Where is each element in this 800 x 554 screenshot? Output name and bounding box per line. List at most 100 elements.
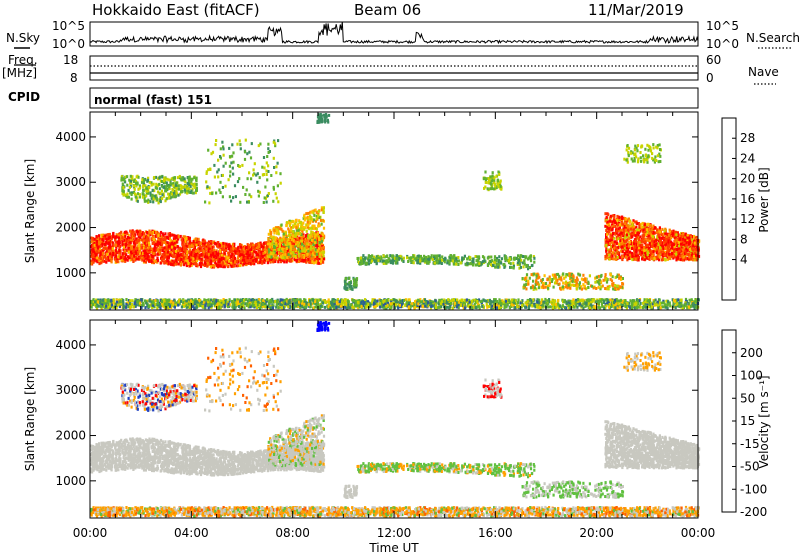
power-cell <box>297 232 300 236</box>
power-cell <box>208 255 211 259</box>
power-cell <box>92 298 95 302</box>
power-cell <box>228 298 231 302</box>
power-cell <box>627 304 630 308</box>
power-cell <box>305 223 308 227</box>
power-cell <box>249 305 252 309</box>
power-cell <box>144 306 147 310</box>
power-cell <box>198 262 202 266</box>
power-cell <box>248 244 251 248</box>
power-cell <box>490 304 493 308</box>
power-cell <box>269 252 272 256</box>
power-cell <box>173 234 176 238</box>
power-cell <box>310 256 313 260</box>
power-cell <box>175 301 178 305</box>
power-cell <box>570 304 573 308</box>
power-cell <box>114 257 117 261</box>
beam-label: Beam 06 <box>354 1 421 19</box>
power-cell <box>294 301 297 305</box>
noise-right-tick-top: 10^5 <box>706 19 739 33</box>
power-cell <box>480 301 483 305</box>
power-cell <box>322 211 325 214</box>
power-cell <box>407 300 410 304</box>
power-cell <box>237 264 240 268</box>
power-cell <box>292 225 295 229</box>
power-cell <box>468 298 471 302</box>
power-cell <box>544 301 547 305</box>
power-cell <box>302 255 305 259</box>
power-cell <box>107 233 110 237</box>
power-cell <box>309 253 313 257</box>
power-cell <box>318 224 321 228</box>
power-cell <box>112 232 115 236</box>
power-cell <box>300 226 303 230</box>
power-cell <box>319 218 323 222</box>
power-cell <box>253 250 256 254</box>
power-cell <box>117 233 120 237</box>
power-cell <box>576 298 580 301</box>
power-cell <box>297 241 301 245</box>
power-cell <box>155 248 158 252</box>
power-cell <box>269 245 272 249</box>
power-cell <box>169 304 172 308</box>
power-cell <box>533 304 536 308</box>
power-cell <box>116 242 120 246</box>
power-cell <box>288 224 291 227</box>
power-cell <box>183 263 186 267</box>
power-cell <box>171 245 174 249</box>
power-cell <box>133 302 136 305</box>
power-cell <box>401 305 404 309</box>
power-cell <box>316 249 319 253</box>
power-cell <box>191 262 194 266</box>
power-cell <box>305 258 308 262</box>
power-cell <box>278 245 281 249</box>
power-cell <box>419 298 422 302</box>
power-cell <box>244 257 247 260</box>
power-cell <box>209 240 212 244</box>
power-cell <box>135 255 138 259</box>
power-cell <box>101 242 104 246</box>
power-cell <box>646 302 649 306</box>
power-cell <box>112 305 115 309</box>
power-cell <box>167 298 170 302</box>
power-cell <box>143 241 146 245</box>
power-cell <box>187 262 190 266</box>
power-cell <box>180 305 183 309</box>
power-cell <box>115 306 118 310</box>
power-cell <box>531 304 534 308</box>
power-cell <box>255 259 258 263</box>
power-cell <box>463 298 466 302</box>
power-cell <box>145 251 148 255</box>
power-cell <box>313 213 316 217</box>
power-cell <box>215 249 218 253</box>
power-cell <box>286 251 289 255</box>
power-cell <box>609 298 612 302</box>
power-cell <box>248 259 251 263</box>
power-cell <box>275 243 278 247</box>
power-cell <box>143 251 146 255</box>
power-cell <box>309 214 312 218</box>
power-cell <box>165 247 168 251</box>
power-cell <box>651 302 654 306</box>
power-cell <box>627 301 631 305</box>
power-cell <box>278 252 282 256</box>
power-cell <box>298 221 301 224</box>
power-cell <box>363 301 366 305</box>
power-cell <box>223 262 227 266</box>
power-cell <box>277 302 280 306</box>
power-cell <box>309 302 312 306</box>
power-cell <box>457 306 460 310</box>
power-cell <box>320 234 323 238</box>
power-cell <box>241 250 244 254</box>
power-cell <box>532 298 535 302</box>
power-cell <box>194 306 197 310</box>
power-cell <box>299 253 302 257</box>
power-cell <box>150 303 154 307</box>
freq-left-tick-bottom: 8 <box>70 71 78 85</box>
power-cell <box>303 249 306 253</box>
power-cell <box>141 238 144 242</box>
power-cell <box>575 303 578 307</box>
power-cell <box>122 255 125 259</box>
power-cell <box>288 221 291 225</box>
power-cell <box>200 247 203 251</box>
power-cell <box>404 298 407 302</box>
